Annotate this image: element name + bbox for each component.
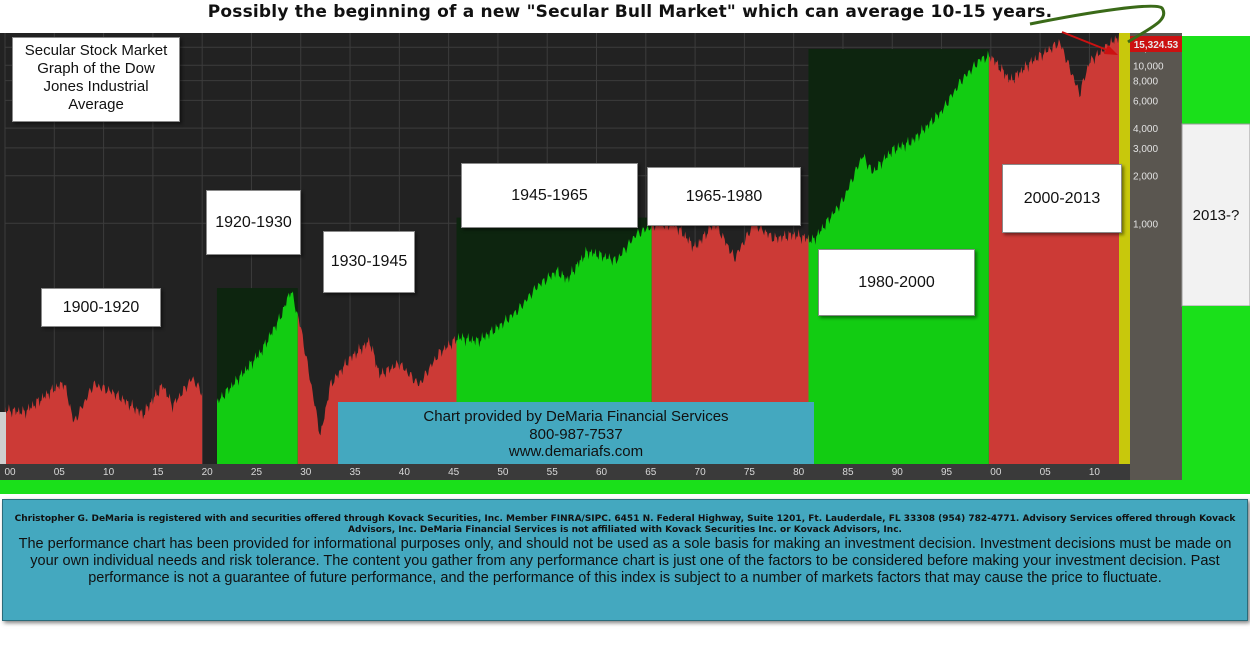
right-green-upper (1182, 36, 1250, 124)
x-tick-label: 80 (793, 467, 805, 478)
y-tick-label: 10,000 (1133, 61, 1164, 72)
x-tick-label: 35 (349, 467, 361, 478)
chart-headline: Possibly the beginning of a new "Secular… (207, 2, 1053, 22)
x-tick-label: 00 (4, 467, 16, 478)
disclaimer-footer: Christopher G. DeMaria is registered wit… (2, 499, 1248, 621)
y-tick-label: 3,000 (1133, 144, 1158, 155)
x-tick-label: 00 (990, 467, 1002, 478)
x-tick-label: 95 (941, 467, 953, 478)
current-period-bar (1119, 33, 1130, 464)
area-2000-2013 (988, 33, 1119, 464)
y-tick-label: 8,000 (1133, 77, 1158, 88)
x-tick-label: 60 (596, 467, 608, 478)
x-tick-label: 30 (300, 467, 312, 478)
period-label-1945-1965: 1945-1965 (461, 163, 638, 228)
x-tick-label: 25 (251, 467, 263, 478)
x-axis-ticks: 00 05 10 15 20 25 30 35 40 45 50 55 60 65 70 75 80 85 90 95… (4, 467, 1100, 478)
last-price-tag (1130, 36, 1182, 52)
period-label-1900-1920: 1900-1920 (41, 288, 161, 327)
x-tick-label: 10 (1089, 467, 1101, 478)
credit-phone: 800-987-7537 (529, 425, 623, 443)
x-tick-label: 50 (497, 467, 509, 478)
period-label-1980-2000: 1980-2000 (818, 249, 975, 316)
footer-disclosure: Christopher G. DeMaria is registered wit… (14, 514, 1236, 535)
chart-credit-box: Chart provided by DeMaria Financial Serv… (338, 402, 814, 464)
x-tick-label: 55 (547, 467, 559, 478)
y-tick-label: 4,000 (1133, 124, 1158, 135)
period-label-2013: 2013-? (1192, 206, 1240, 224)
period-label-1965-1980: 1965-1980 (647, 167, 801, 226)
credit-company: Chart provided by DeMaria Financial Serv… (423, 408, 729, 425)
right-outlook-box (1181, 123, 1250, 307)
x-tick-label: 45 (448, 467, 460, 478)
x-tick-label: 05 (54, 467, 66, 478)
x-tick-label: 40 (399, 467, 411, 478)
title-line: Average (68, 96, 124, 113)
period-label-1930-1945: 1930-1945 (323, 231, 415, 293)
x-axis-strip (0, 464, 1130, 480)
title-line: Graph of the Dow (37, 60, 155, 77)
title-line: Secular Stock Market (24, 42, 168, 59)
footer-disclaimer-text: The performance chart has been provided … (18, 536, 1232, 586)
chart-title-box: Secular Stock Market Graph of the Dow Jo… (12, 37, 180, 122)
x-tick-label: 70 (695, 467, 707, 478)
callout-arrow-line (1061, 31, 1113, 53)
last-price-label: 15,324.53 (1134, 40, 1179, 51)
x-tick-label: 15 (152, 467, 164, 478)
x-tick-label: 85 (842, 467, 854, 478)
area-1920-1930 (217, 291, 298, 464)
x-tick-label: 65 (645, 467, 657, 478)
right-price-panel (1130, 33, 1182, 480)
area-start-marker (0, 412, 6, 464)
callout-curve (1029, 4, 1166, 44)
x-tick-label: 90 (892, 467, 904, 478)
x-tick-label: 10 (103, 467, 115, 478)
area-1900-1920 (5, 376, 203, 464)
right-green-lower (1182, 306, 1250, 480)
credit-website: www.demariafs.com (508, 443, 644, 460)
bottom-green-strip (0, 480, 1250, 494)
y-tick-label: 1,000 (1133, 219, 1158, 230)
title-line: Jones Industrial (43, 78, 149, 95)
period-label-1920-1930: 1920-1930 (206, 190, 301, 255)
x-tick-label: 75 (744, 467, 756, 478)
y-tick-label: 2,000 (1133, 172, 1158, 183)
y-tick-label: 6,000 (1133, 96, 1158, 107)
period-label-2000-2013: 2000-2013 (1002, 164, 1122, 233)
x-tick-label: 05 (1040, 467, 1052, 478)
x-tick-label: 20 (202, 467, 214, 478)
callout-arrow-head (1104, 45, 1118, 55)
